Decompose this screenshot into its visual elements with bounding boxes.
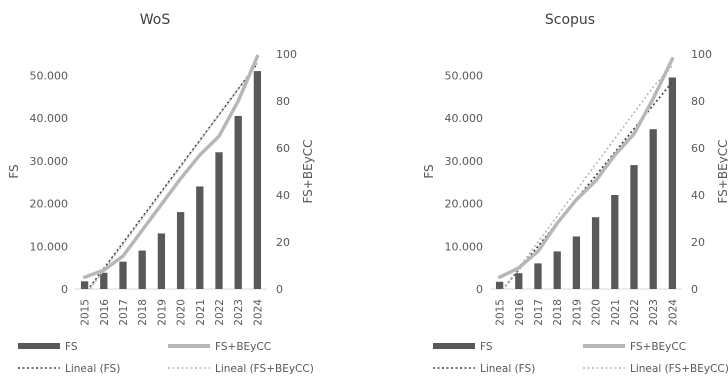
- legend-label: FS+BEyCC: [215, 341, 271, 353]
- bar: [80, 281, 89, 289]
- x-tick-label: 2023: [648, 299, 660, 326]
- y-tick-label: 10.000: [30, 240, 69, 253]
- legend-label: Lineal (FS+BEyCC): [215, 363, 314, 375]
- series-line-fs-beycc: [497, 56, 675, 279]
- y-tick-label: 20.000: [445, 198, 484, 211]
- x-tick-label: 2015: [495, 299, 507, 326]
- bar: [553, 251, 561, 289]
- x-tick-label: 2021: [195, 299, 207, 326]
- y-axis-title: FS: [422, 164, 436, 178]
- y2-tick-label: 20: [691, 236, 705, 249]
- bar: [196, 186, 204, 289]
- x-tick-label: 2015: [80, 299, 92, 326]
- legend-item: FS: [433, 341, 493, 353]
- y-tick-label: 40.000: [445, 112, 484, 125]
- y-tick-label: 10.000: [445, 240, 484, 253]
- y2-tick-label: 80: [276, 95, 290, 108]
- x-tick-label: 2024: [667, 299, 679, 326]
- x-tick-label: 2019: [156, 299, 168, 326]
- y2-tick-label: 0: [276, 283, 283, 296]
- legend-item: Lineal (FS+BEyCC): [583, 363, 728, 375]
- legend-label: Lineal (FS): [480, 363, 535, 375]
- x-tick-label: 2020: [176, 299, 188, 326]
- bar: [495, 281, 504, 289]
- y2-tick-label: 40: [691, 189, 705, 202]
- x-tick-label: 2018: [137, 299, 149, 326]
- y2-tick-label: 40: [276, 189, 290, 202]
- chart-title: Scopus: [545, 12, 595, 28]
- x-tick-label: 2024: [252, 299, 264, 326]
- bar: [611, 195, 619, 289]
- x-tick-label: 2019: [571, 299, 583, 326]
- legend-item: Lineal (FS): [18, 363, 120, 375]
- legend-item: Lineal (FS+BEyCC): [168, 363, 314, 375]
- series-line-fs-beycc: [82, 54, 260, 279]
- x-tick-label: 2020: [591, 299, 603, 326]
- y2-tick-label: 60: [276, 142, 290, 155]
- bar: [591, 217, 600, 289]
- bar: [234, 115, 242, 289]
- y-tick-label: 30.000: [445, 155, 484, 168]
- y2-axis-title: FS+BEyCC: [301, 139, 315, 203]
- legend-item: Lineal (FS): [433, 363, 535, 375]
- legend-label: FS: [480, 341, 493, 353]
- x-tick-label: 2017: [533, 299, 545, 326]
- bar: [119, 261, 127, 289]
- x-tick-label: 2016: [514, 299, 526, 326]
- x-tick-label: 2023: [233, 299, 245, 326]
- bar: [515, 273, 523, 289]
- bar: [100, 272, 108, 289]
- x-tick-label: 2022: [214, 299, 226, 326]
- bar: [630, 165, 638, 289]
- bar: [253, 71, 262, 289]
- y-tick-label: 30.000: [30, 155, 69, 168]
- trend-line-fs-beycc: [88, 62, 259, 289]
- y2-tick-label: 80: [691, 95, 705, 108]
- bar: [215, 152, 223, 289]
- bar: [157, 233, 166, 289]
- legend-label: FS: [65, 341, 78, 353]
- x-tick-label: 2017: [118, 299, 130, 326]
- y-tick-label: 50.000: [445, 69, 484, 82]
- legend-swatch-bar: [433, 343, 475, 349]
- bar: [138, 250, 146, 289]
- y2-tick-label: 100: [691, 48, 712, 61]
- chart-title: WoS: [140, 12, 171, 28]
- trend-line-fs-beycc: [502, 65, 673, 289]
- legend-swatch-bar: [18, 343, 60, 349]
- y2-tick-label: 20: [276, 236, 290, 249]
- x-tick-label: 2018: [552, 299, 564, 326]
- y-tick-label: 50.000: [30, 69, 69, 82]
- legend-item: FS+BEyCC: [583, 341, 686, 353]
- legend-label: Lineal (FS+BEyCC): [630, 363, 728, 375]
- y-tick-label: 20.000: [30, 198, 69, 211]
- y-tick-label: 40.000: [30, 112, 69, 125]
- legend-label: Lineal (FS): [65, 363, 120, 375]
- bar: [668, 77, 677, 289]
- legend-label: FS+BEyCC: [630, 341, 686, 353]
- bar: [649, 129, 657, 289]
- legend-item: FS+BEyCC: [168, 341, 271, 353]
- y-axis-title: FS: [7, 164, 21, 178]
- y2-tick-label: 0: [691, 283, 698, 296]
- x-tick-label: 2016: [99, 299, 111, 326]
- chart-panel-1: WoS 0 10.000 20.000 30.000 40.000 50.000 0 20 40 6…: [7, 12, 315, 375]
- bar: [572, 236, 581, 289]
- legend-item: FS: [18, 341, 78, 353]
- chart-panel-2: Scopus 0 10.000 20.000 30.000 40.000 50.000 0 20…: [422, 12, 728, 375]
- y-tick-label: 0: [61, 283, 68, 296]
- y2-tick-label: 100: [276, 48, 297, 61]
- x-tick-label: 2021: [610, 299, 622, 326]
- bar: [176, 212, 185, 289]
- y-tick-label: 0: [476, 283, 483, 296]
- y2-axis-title: FS+BEyCC: [716, 139, 728, 203]
- x-tick-label: 2022: [629, 299, 641, 326]
- y2-tick-label: 60: [691, 142, 705, 155]
- bar: [534, 263, 542, 289]
